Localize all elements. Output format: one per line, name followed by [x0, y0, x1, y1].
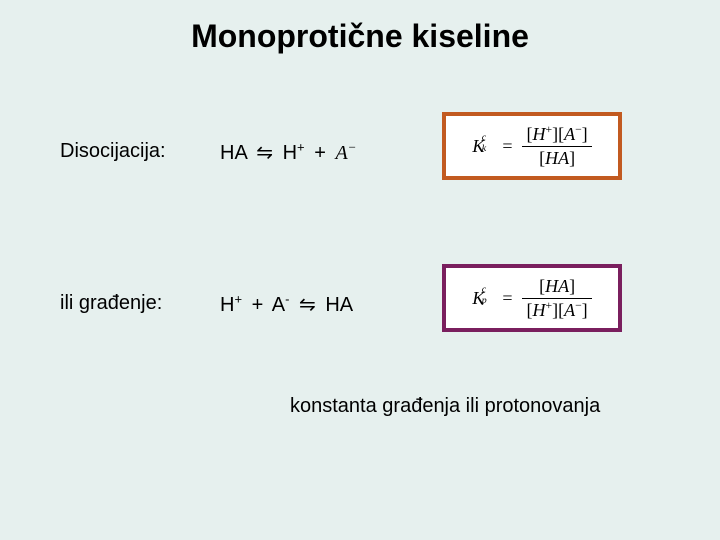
row2-fraction: [HA] [H+][A−] — [522, 276, 591, 321]
row2-equation: H+ + A- ⇋ HA — [220, 292, 353, 317]
row1-fraction: [H+][A−] [HA] — [522, 124, 591, 169]
equilibrium-arrow-icon: ⇋ — [252, 142, 277, 164]
row2-numerator: [HA] — [535, 276, 579, 297]
row2-lhs1: H+ — [220, 294, 242, 316]
bottom-note: konstanta građenja ili protonovanja — [290, 395, 600, 418]
row1-formula-box: K c k = [H+][A−] [HA] — [442, 112, 622, 180]
row2-rhs: HA — [325, 294, 353, 316]
row1-plus: + — [310, 142, 330, 164]
row1-equation: HA ⇋ H+ + A− — [220, 140, 356, 165]
row1-rhs1: H+ — [283, 142, 305, 164]
row1-numerator: [H+][A−] — [522, 124, 591, 145]
row1-equals: = — [498, 136, 516, 157]
row2-equals: = — [498, 288, 516, 309]
row2-formula: K c p = [HA] [H+][A−] — [472, 276, 591, 321]
row1-rhs2: A− — [335, 142, 356, 164]
row2-lhs2: A- — [272, 294, 290, 316]
row1-lhs: HA — [220, 142, 247, 164]
row2-denominator: [H+][A−] — [522, 300, 591, 321]
equilibrium-arrow-icon: ⇋ — [295, 294, 320, 316]
row2-label: ili građenje: — [60, 292, 162, 315]
row1-formula: K c k = [H+][A−] [HA] — [472, 124, 591, 169]
row1-K: K c k — [472, 136, 484, 157]
row2-formula-box: K c p = [HA] [H+][A−] — [442, 264, 622, 332]
row1-denominator: [HA] — [535, 148, 579, 169]
row2-K: K c p — [472, 288, 484, 309]
slide-title: Monoprotične kiseline — [0, 18, 720, 55]
row2-plus: + — [248, 294, 268, 316]
row1-label: Disocijacija: — [60, 140, 166, 163]
